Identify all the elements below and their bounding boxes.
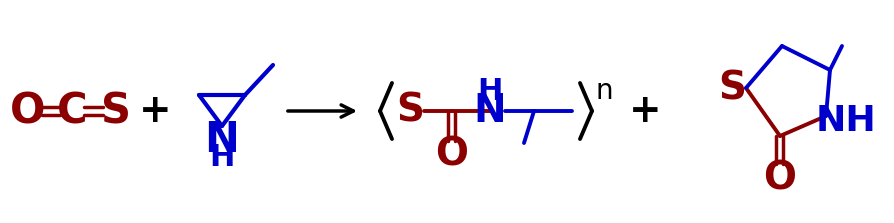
Text: O: O (763, 159, 796, 197)
Text: C: C (56, 90, 88, 132)
Text: +: + (628, 92, 661, 130)
Text: H: H (209, 143, 234, 173)
Text: O: O (10, 90, 46, 132)
Text: n: n (595, 77, 612, 105)
Text: S: S (717, 69, 746, 107)
Text: N: N (473, 92, 506, 130)
Text: H: H (477, 76, 502, 105)
Text: S: S (395, 92, 424, 130)
Text: S: S (101, 90, 131, 132)
Text: N: N (205, 119, 240, 161)
Text: NH: NH (814, 104, 875, 138)
Text: O: O (435, 136, 468, 174)
Text: +: + (139, 92, 171, 130)
